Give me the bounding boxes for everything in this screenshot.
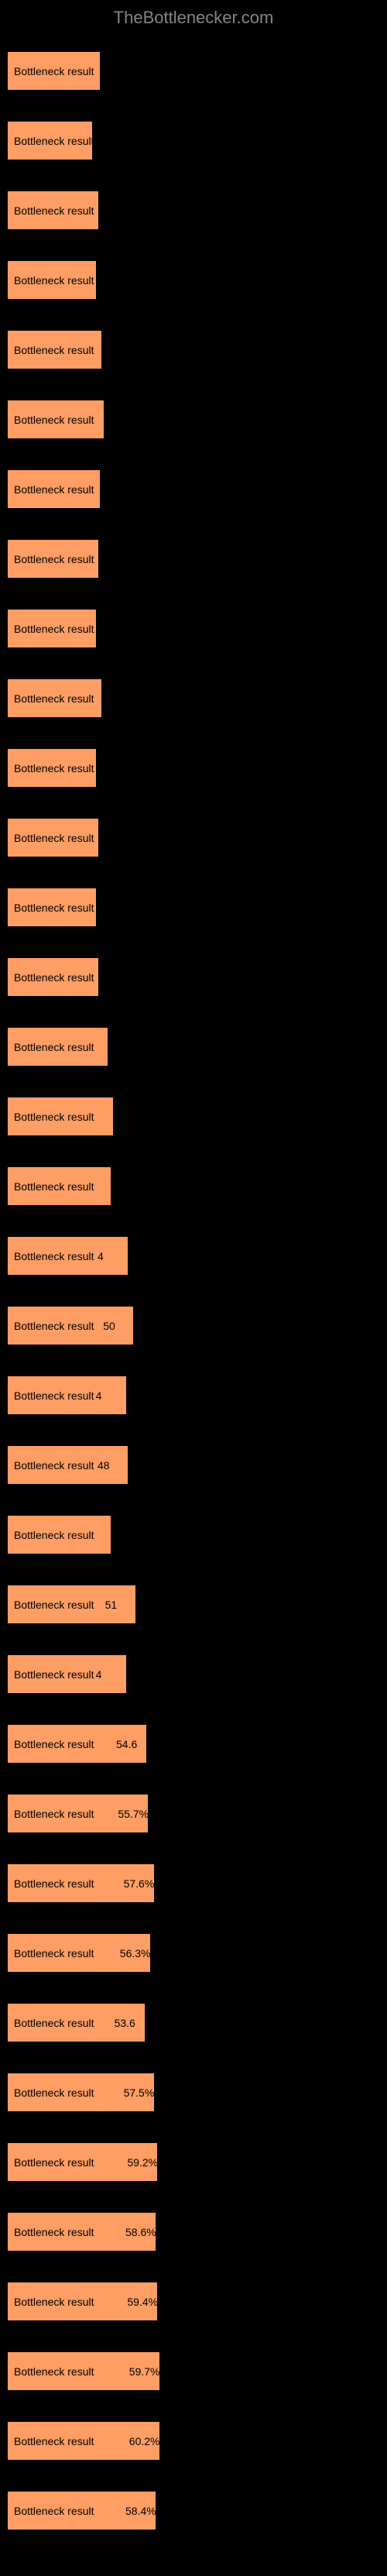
bar-value: 4 [96, 1668, 102, 1681]
bar-label: Bottleneck result [14, 2365, 94, 2378]
bar-row: Bottleneck result [8, 1097, 379, 1136]
bar-row: Bottleneck result 51 [8, 1585, 379, 1624]
bar-label: Bottleneck result [14, 553, 94, 565]
bar-row: Bottleneck result [8, 818, 379, 857]
bar-row: Bottleneck result4 [8, 1654, 379, 1694]
bar-value: 59.4% [127, 2296, 158, 2308]
bar-label: Bottleneck result [14, 1738, 94, 1750]
bar-label: Bottleneck result [14, 2435, 94, 2447]
bar-label: Bottleneck result [14, 1250, 94, 1262]
bar-row: Bottleneck result [8, 957, 379, 997]
bar-row: Bottleneck result [8, 1166, 379, 1206]
bar-label: Bottleneck result [14, 2296, 94, 2308]
bar-label: Bottleneck result [14, 1459, 94, 1472]
bar-label: Bottleneck result [14, 971, 94, 984]
page-header: TheBottlenecker.com [8, 8, 387, 28]
bar-value: 59.7% [129, 2365, 160, 2378]
bar-value: 54.6 [116, 1738, 137, 1750]
bar-value: 50 [103, 1320, 115, 1332]
bar-row: Bottleneck result [8, 330, 379, 369]
bar-row: Bottleneck result 4 [8, 1236, 379, 1276]
bar-row: Bottleneck result [8, 51, 379, 91]
bar-label: Bottleneck result [14, 1808, 94, 1820]
bar-label: Bottleneck result [14, 1599, 94, 1611]
bar-label: Bottleneck result [14, 1668, 94, 1681]
bar-row: Bottleneck result 58.4% [8, 2491, 379, 2530]
bar-row: Bottleneck result 50 [8, 1306, 379, 1345]
bar-value: 53.6 [115, 2017, 135, 2029]
bar-label: Bottleneck result [14, 1389, 94, 1402]
bar-row: Bottleneck result [8, 609, 379, 648]
bar-value: 51 [105, 1599, 118, 1611]
bar-row: Bottleneck result [8, 191, 379, 230]
bar-label: Bottleneck result [14, 2156, 94, 2169]
bar-value: 4 [96, 1389, 102, 1402]
bar-row: Bottleneck result [8, 469, 379, 509]
bar-row: Bottleneck result 55.7% [8, 1794, 379, 1833]
bar-label: Bottleneck result [14, 902, 94, 914]
bar-label: Bottleneck result [14, 832, 94, 844]
bar-label: Bottleneck result [14, 414, 94, 426]
bar-label: Bottleneck result [14, 1877, 94, 1890]
bar-value: 57.6% [124, 1877, 155, 1890]
bar-row: Bottleneck result [8, 260, 379, 300]
bar-row: Bottleneck result [8, 400, 379, 439]
bar-row: Bottleneck result 60.2% [8, 2421, 379, 2461]
bar-row: Bottleneck result [8, 1027, 379, 1066]
bar-value: 58.6% [125, 2226, 156, 2238]
bar-row: Bottleneck result [8, 888, 379, 927]
bar-label: Bottleneck result [14, 2087, 94, 2099]
bar-label: Bottleneck result [14, 2226, 94, 2238]
bar-row: Bottleneck result 57.5% [8, 2073, 379, 2112]
bar-label: Bottleneck result [14, 1947, 94, 1959]
bar-row: Bottleneck result 59.4% [8, 2282, 379, 2321]
bar-row: Bottleneck result 48 [8, 1445, 379, 1485]
bar-label: Bottleneck result [14, 344, 94, 356]
bar-row: Bottleneck result 56.3% [8, 1933, 379, 1973]
bar-label: Bottleneck result [14, 204, 94, 217]
bar-label: Bottleneck result [14, 1529, 94, 1541]
bar-label: Bottleneck result [14, 135, 94, 147]
bar-label: Bottleneck result [14, 2505, 94, 2517]
bar-row: Bottleneck result 59.2% [8, 2142, 379, 2182]
bar-value: 60.2% [129, 2435, 160, 2447]
bar-label: Bottleneck result [14, 1041, 94, 1053]
bar-value: 4 [98, 1250, 104, 1262]
bar-row: Bottleneck result 59.7% [8, 2351, 379, 2391]
bar-value: 48 [98, 1459, 110, 1472]
bar-label: Bottleneck result [14, 692, 94, 705]
bar-label: Bottleneck result [14, 1111, 94, 1123]
bar-row: Bottleneck result [8, 748, 379, 788]
bar-label: Bottleneck result [14, 1180, 94, 1193]
bar-row: Bottleneck result [8, 539, 379, 579]
bar-value: 56.3% [120, 1947, 151, 1959]
bar-row: Bottleneck result [8, 1515, 379, 1554]
bar-label: Bottleneck result [14, 762, 94, 775]
bar-row: Bottleneck result 58.6% [8, 2212, 379, 2251]
bar-label: Bottleneck result [14, 2017, 94, 2029]
site-name: TheBottlenecker.com [114, 8, 274, 27]
bar-row: Bottleneck result 54.6 [8, 1724, 379, 1764]
bar-row: Bottleneck result [8, 678, 379, 718]
bar-row: Bottleneck result [8, 121, 379, 160]
bar-row: Bottleneck result4 [8, 1376, 379, 1415]
bar-value: 55.7% [118, 1808, 149, 1820]
bar-label: Bottleneck result [14, 1320, 94, 1332]
bar-value: 58.4% [125, 2505, 156, 2517]
bar-row: Bottleneck result 53.6 [8, 2003, 379, 2042]
bottleneck-chart: Bottleneck resultBottleneck resultBottle… [8, 51, 379, 2530]
bar-label: Bottleneck result [14, 274, 94, 287]
bar-value: 59.2% [127, 2156, 158, 2169]
bar-label: Bottleneck result [14, 483, 94, 496]
bar-label: Bottleneck result [14, 623, 94, 635]
bar-value: 57.5% [124, 2087, 155, 2099]
bar-label: Bottleneck result [14, 65, 94, 77]
bar-row: Bottleneck result 57.6% [8, 1863, 379, 1903]
